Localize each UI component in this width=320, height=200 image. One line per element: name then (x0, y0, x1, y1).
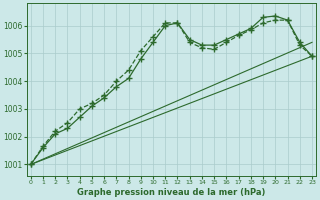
X-axis label: Graphe pression niveau de la mer (hPa): Graphe pression niveau de la mer (hPa) (77, 188, 266, 197)
